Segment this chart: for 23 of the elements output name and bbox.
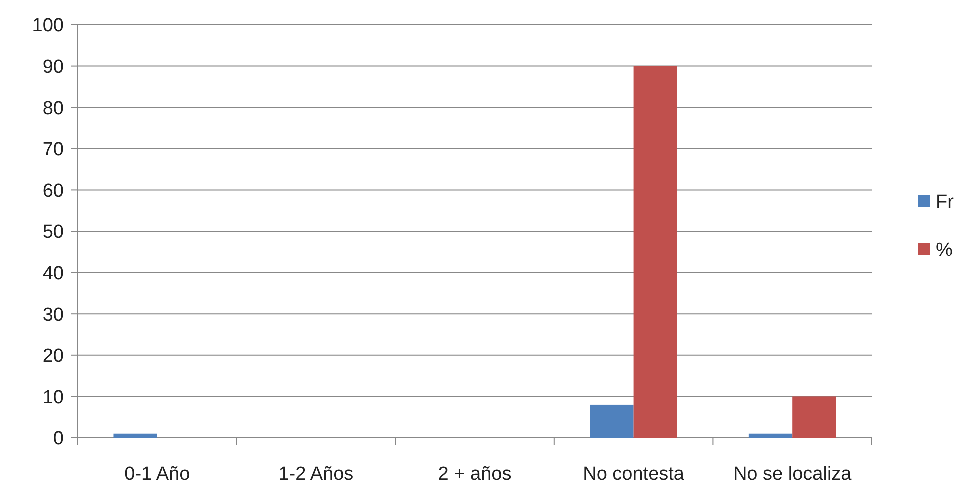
- x-tick-label: 0-1 Año: [124, 464, 190, 485]
- bar: [634, 66, 678, 438]
- y-tick-label: 60: [42, 180, 64, 202]
- y-tick-label: 20: [42, 346, 64, 368]
- x-tick-label: 2 + años: [438, 464, 512, 485]
- bar: [748, 434, 793, 438]
- legend-label: Fr: [936, 192, 955, 214]
- y-tick-label: 90: [42, 56, 64, 78]
- x-tick-label: No contesta: [583, 464, 685, 485]
- y-tick-label: 100: [32, 16, 64, 37]
- y-tick-label: 10: [42, 387, 64, 408]
- y-tick-label: 70: [42, 140, 64, 161]
- y-tick-label: 30: [42, 304, 64, 326]
- y-tick-label: 40: [42, 263, 64, 284]
- legend-label: %: [936, 240, 953, 262]
- bar: [792, 396, 836, 438]
- y-tick-label: 50: [42, 222, 64, 244]
- x-tick-label: 1-2 Años: [278, 464, 354, 485]
- x-tick-label: No se localiza: [733, 464, 852, 485]
- bar: [590, 404, 634, 438]
- y-tick-label: 0: [53, 428, 64, 450]
- y-tick-label: 80: [42, 98, 64, 120]
- bar: [114, 434, 158, 438]
